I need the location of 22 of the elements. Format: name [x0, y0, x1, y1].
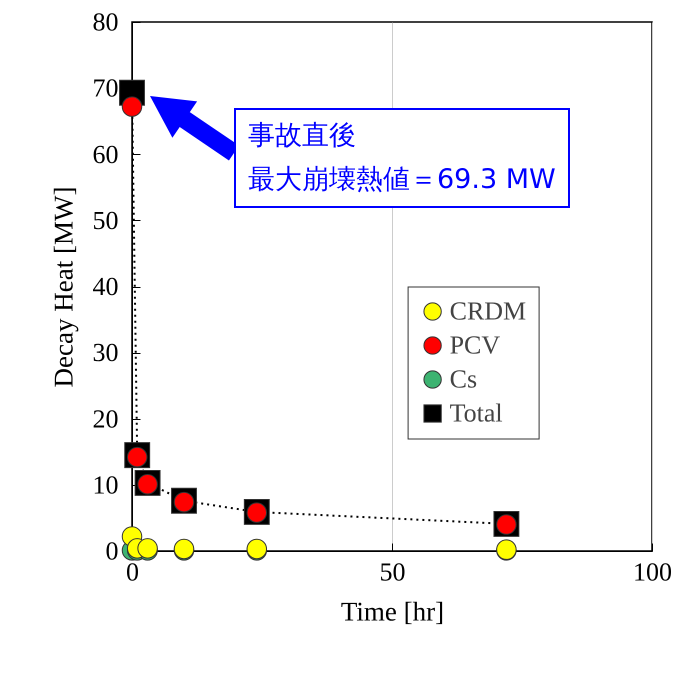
- callout-frame: 事故直後 最大崩壊熱値＝69.3 MW: [234, 108, 570, 208]
- x-tick-label: 100: [633, 558, 672, 586]
- y-tick-label: 70: [92, 74, 118, 103]
- y-tick-label: 10: [92, 470, 118, 500]
- legend-label: Total: [450, 398, 503, 428]
- legend-label: CRDM: [450, 296, 526, 326]
- y-tick-label: 20: [92, 404, 118, 434]
- x-tick-label: 0: [126, 558, 139, 586]
- point: [122, 96, 142, 117]
- y-axis-title: Decay Heat [MW]: [48, 186, 78, 388]
- annotation: 事故直後: [248, 119, 357, 153]
- annotation: 最大崩壊熱値＝69.3 MW: [248, 163, 556, 197]
- y-tick-label: 60: [92, 140, 118, 169]
- y-tick-label: 80: [92, 8, 118, 36]
- legend-label: Cs: [450, 364, 478, 394]
- legend-label: PCV: [450, 330, 500, 360]
- x-axis-title: Time [hr]: [340, 596, 444, 626]
- y-tick-label: 30: [92, 338, 118, 368]
- y-tick-label: 50: [92, 206, 118, 235]
- x-tick-label: 50: [380, 558, 406, 586]
- y-tick-label: 40: [92, 272, 118, 301]
- y-tick-label: 0: [106, 536, 118, 566]
